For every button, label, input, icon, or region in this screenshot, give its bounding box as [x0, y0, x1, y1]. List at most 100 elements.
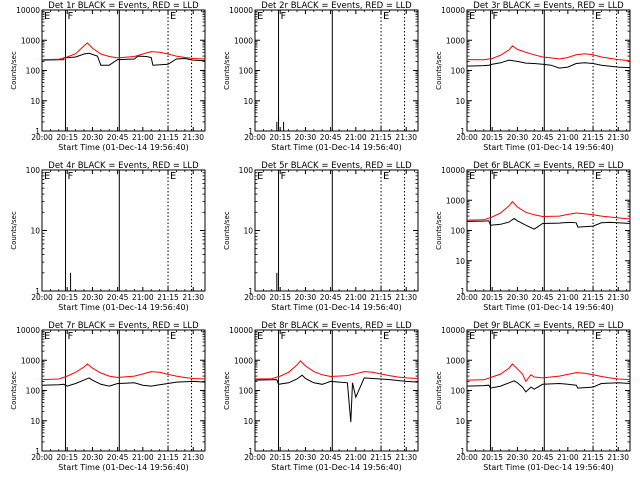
y-tick-label: 10000 [229, 326, 253, 335]
series-line [466, 59, 631, 69]
event-marker-label: F [281, 171, 287, 182]
x-tick-label: 20:30 [295, 293, 317, 302]
x-tick-label: 21:00 [345, 453, 367, 462]
chart-title: Det 4r BLACK = Events, RED = LLD [48, 161, 199, 171]
series-line [41, 363, 206, 381]
y-tick-label: 10 [243, 227, 253, 236]
event-marker-label: E [595, 331, 601, 342]
y-tick-label: 1 [460, 287, 465, 296]
x-tick-label: 21:30 [607, 293, 629, 302]
y-axis-label: Counts/sec [435, 371, 443, 410]
x-tick-label: 20:30 [507, 453, 529, 462]
x-tick-label: 21:00 [557, 293, 579, 302]
x-axis-label: Start Time (01-Dec-14 19:56:40) [271, 463, 402, 472]
x-tick-label: 20:15 [56, 293, 78, 302]
y-tick-label: 1 [35, 287, 40, 296]
x-tick-label: 20:15 [56, 133, 78, 142]
x-tick-label: 21:15 [582, 133, 604, 142]
x-tick-label: 21:30 [395, 133, 417, 142]
y-tick-label: 10000 [441, 6, 465, 15]
x-tick-label: 20:30 [507, 133, 529, 142]
x-tick-label: 20:45 [107, 293, 129, 302]
event-marker-label: E [595, 171, 601, 182]
corner-label: E [469, 171, 475, 182]
series-line [466, 217, 631, 230]
chart-panel-4: Det 4r BLACK = Events, RED = LLD 1 10 100 20… [10, 161, 206, 312]
chart-panel-5: Det 5r BLACK = Events, RED = LLD 1 10 100 20… [223, 161, 419, 312]
y-axis-label: Counts/sec [10, 371, 18, 410]
chart-title: Det 5r BLACK = Events, RED = LLD [261, 161, 412, 171]
x-tick-label: 21:30 [182, 133, 204, 142]
y-tick-label: 100 [26, 166, 41, 175]
y-tick-label: 1 [460, 127, 465, 136]
x-tick-label: 20:30 [295, 453, 317, 462]
series-line [41, 42, 206, 61]
y-tick-label: 10000 [229, 6, 253, 15]
x-tick-label: 20:15 [481, 293, 503, 302]
y-tick-label: 10000 [441, 326, 465, 335]
plot-frame [41, 9, 206, 132]
event-marker-label: F [68, 171, 74, 182]
x-tick-label: 21:30 [395, 453, 417, 462]
x-tick-label: 21:00 [345, 293, 367, 302]
chart-panel-2: Det 2r BLACK = Events, RED = LLD 1 10 100 10… [223, 1, 419, 152]
y-tick-label: 1 [35, 447, 40, 456]
plot-frame [254, 9, 419, 132]
x-tick-label: 21:15 [582, 293, 604, 302]
chart-title: Det 7r BLACK = Events, RED = LLD [48, 321, 199, 331]
x-tick-label: 20:30 [507, 293, 529, 302]
y-tick-label: 1 [248, 287, 253, 296]
y-tick-label: 1000 [234, 36, 253, 45]
plot-frame [466, 329, 631, 452]
corner-label: E [44, 171, 50, 182]
y-tick-label: 100 [239, 166, 254, 175]
y-tick-label: 10 [30, 417, 40, 426]
corner-label: E [257, 171, 263, 182]
event-marker-label: F [68, 11, 74, 22]
y-tick-label: 1000 [234, 356, 253, 365]
x-axis-label: Start Time (01-Dec-14 19:56:40) [58, 463, 189, 472]
x-tick-label: 21:15 [370, 453, 392, 462]
y-tick-label: 1000 [446, 356, 465, 365]
x-tick-label: 21:15 [157, 453, 179, 462]
x-tick-label: 20:45 [320, 453, 342, 462]
y-tick-label: 1000 [21, 356, 40, 365]
x-tick-label: 20:15 [56, 453, 78, 462]
event-marker-label: E [170, 171, 176, 182]
series-line [254, 374, 419, 423]
x-tick-label: 20:45 [107, 133, 129, 142]
x-axis-label: Start Time (01-Dec-14 19:56:40) [483, 143, 614, 152]
y-axis-label: Counts/sec [10, 51, 18, 90]
x-tick-label: 20:30 [82, 293, 104, 302]
x-tick-label: 21:00 [557, 133, 579, 142]
x-axis-label: Start Time (01-Dec-14 19:56:40) [58, 303, 189, 312]
x-axis-label: Start Time (01-Dec-14 19:56:40) [483, 303, 614, 312]
x-tick-label: 20:45 [320, 293, 342, 302]
x-tick-label: 20:45 [532, 293, 554, 302]
x-tick-label: 21:30 [607, 453, 629, 462]
chart-title: Det 1r BLACK = Events, RED = LLD [48, 1, 199, 11]
chart-title: Det 6r BLACK = Events, RED = LLD [473, 161, 624, 171]
chart-title: Det 2r BLACK = Events, RED = LLD [261, 1, 412, 11]
x-tick-label: 20:00 [456, 133, 478, 142]
x-tick-label: 20:45 [320, 133, 342, 142]
y-axis-label: Counts/sec [223, 51, 231, 90]
chart-panel-9: Det 9r BLACK = Events, RED = LLD 1 10 100 10… [435, 321, 631, 472]
plot-frame [254, 329, 419, 452]
y-tick-label: 1 [460, 447, 465, 456]
x-tick-label: 21:00 [132, 453, 154, 462]
event-marker-label: E [383, 171, 389, 182]
x-tick-label: 20:45 [532, 133, 554, 142]
x-tick-label: 20:00 [244, 293, 266, 302]
y-tick-label: 1 [248, 127, 253, 136]
x-tick-label: 20:00 [31, 453, 53, 462]
corner-label: E [44, 331, 50, 342]
plot-frame [41, 329, 206, 452]
y-tick-label: 100 [451, 67, 466, 76]
x-tick-label: 21:00 [132, 293, 154, 302]
y-axis-label: Counts/sec [223, 371, 231, 410]
x-tick-label: 21:15 [157, 133, 179, 142]
event-marker-label: E [383, 331, 389, 342]
x-tick-label: 20:30 [82, 133, 104, 142]
plot-frame [41, 169, 206, 292]
